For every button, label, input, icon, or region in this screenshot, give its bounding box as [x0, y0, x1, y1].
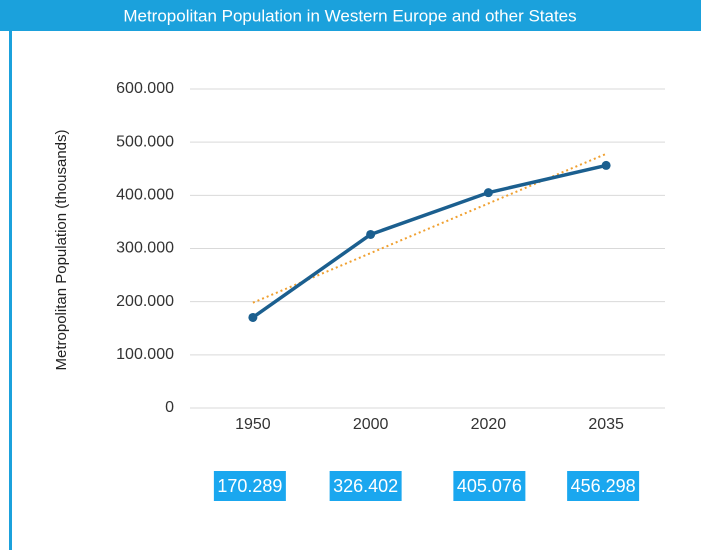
- data-point: [248, 312, 258, 322]
- y-axis-title: Metropolitan Population (thousands): [53, 130, 70, 371]
- y-tick-label: 300.000: [116, 240, 174, 257]
- y-tick-label: 400.000: [116, 187, 174, 204]
- chart-title: Metropolitan Population in Western Europ…: [123, 6, 576, 25]
- y-tick-label: 500.000: [116, 133, 174, 150]
- value-label: 405.076: [457, 476, 522, 496]
- y-tick-label: 100.000: [116, 346, 174, 363]
- trendline: [252, 152, 607, 304]
- x-tick-label: 1950: [235, 416, 271, 433]
- x-tick-label: 2020: [471, 416, 507, 433]
- value-label: 170.289: [217, 476, 282, 496]
- y-tick-label: 600.000: [116, 80, 174, 97]
- value-label-box: [567, 471, 640, 501]
- value-label-box: [329, 471, 402, 501]
- series-line: [251, 163, 607, 319]
- y-tick-label: 200.000: [116, 293, 174, 310]
- x-tick-label: 2000: [353, 416, 389, 433]
- data-point: [366, 229, 376, 239]
- value-label-box: [453, 471, 526, 501]
- left-border: [9, 31, 12, 550]
- data-point: [601, 160, 611, 170]
- value-label: 456.298: [571, 476, 636, 496]
- value-label-box: [213, 471, 286, 501]
- data-point: [483, 188, 493, 198]
- y-tick-label: 0: [165, 399, 174, 416]
- x-tick-label: 2035: [588, 416, 624, 433]
- value-label: 326.402: [333, 476, 398, 496]
- title-bar: [0, 0, 701, 31]
